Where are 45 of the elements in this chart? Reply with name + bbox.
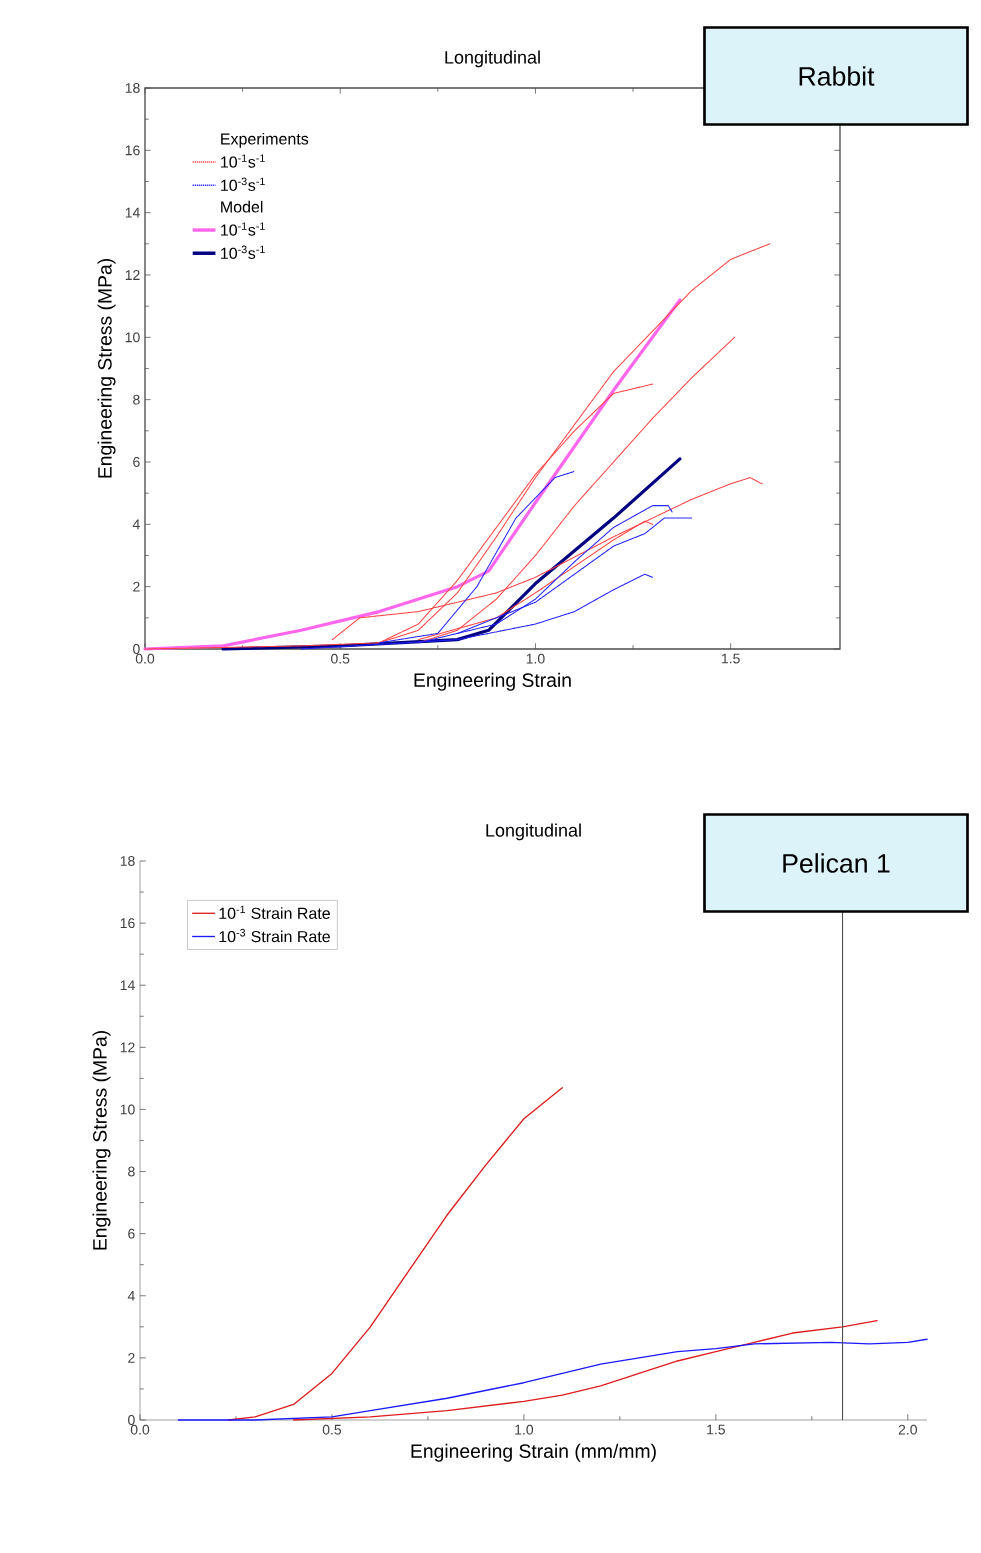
y-tick-label: 0 [133,644,140,654]
x-axis-title: Engineering Strain (mm/mm) [411,1443,656,1462]
legend-label: 10$^{-1}$ Strain Rate [219,905,330,920]
legend-label: 10$^{-1}$s$^{-1}$ [221,222,265,236]
y-tick-label: 18 [120,856,135,866]
x-axis-title: Engineering Strain [414,672,571,691]
y-tick-label: 16 [120,918,135,929]
chart-title: Longitudinal [486,823,581,841]
y-tick-label: 16 [125,145,140,156]
annotation: Pelican 1 [783,853,890,873]
annotation: Experiments [221,132,309,148]
x-tick-label: 2.0 [898,1424,917,1435]
x-tick-label: 1.0 [526,653,545,664]
y-tick-label: 8 [128,1166,135,1177]
y-axis-title: Engineering Stress (MPa) [92,1031,111,1250]
x-tick-label: 1.5 [707,1424,725,1435]
y-tick-label: 14 [120,980,135,991]
y-tick-label: 12 [120,1042,135,1053]
annotation: Model [221,200,263,213]
x-tick-label: 0.5 [331,653,350,664]
x-tick-label: 0.0 [130,1424,150,1435]
legend-label: 10$^{-3}$s$^{-1}$ [221,177,265,192]
y-tick-label: 10 [120,1104,135,1115]
legend-label: 10$^{-3}$s$^{-1}$ [221,245,265,259]
chart-title: Longitudinal [445,50,540,68]
x-tick-label: 1.0 [515,1424,534,1435]
x-tick-label: 0.0 [135,653,155,664]
text: Rabbit [799,66,875,86]
y-tick-label: 18 [125,83,140,93]
y-tick-label: 2 [133,581,140,592]
y-tick-label: 14 [125,207,140,218]
y-tick-label: 2 [128,1353,135,1363]
y-tick-label: 0 [128,1415,135,1425]
y-axis-title: Engineering Stress (MPa) [97,259,116,478]
x-tick-label: 0.5 [322,1424,342,1435]
legend-label: 10$^{-3}$ Strain Rate [219,928,330,943]
y-tick-label: 8 [133,394,140,405]
y-tick-label: 12 [125,270,140,280]
legend-label: 10$^{-1}$s$^{-1}$ [221,154,265,168]
y-tick-label: 4 [127,1290,135,1301]
y-tick-label: 6 [128,1228,135,1239]
y-tick-label: 4 [132,519,140,530]
y-tick-label: 10 [125,332,140,343]
y-tick-label: 6 [133,457,140,467]
x-tick-label: 1.5 [722,653,740,664]
